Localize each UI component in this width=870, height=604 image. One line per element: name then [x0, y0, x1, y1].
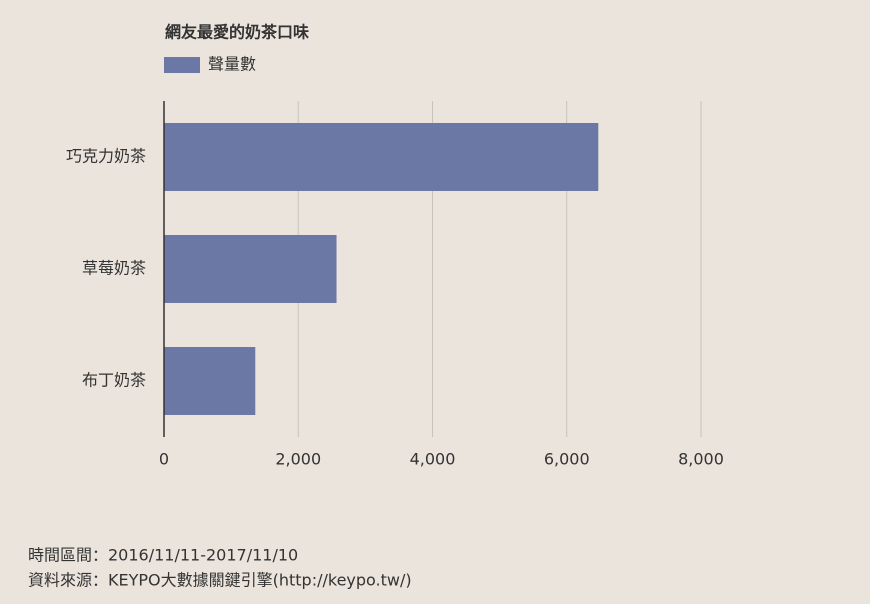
x-tick-label: 4,000 — [410, 450, 456, 469]
y-tick-label: 巧克力奶茶 — [66, 147, 146, 166]
x-tick-label: 6,000 — [544, 450, 590, 469]
bar — [164, 347, 256, 415]
footnote: 時間區間：2016/11/11-2017/11/10 — [28, 546, 298, 565]
x-tick-label: 0 — [159, 450, 169, 469]
chart-title: 網友最愛的奶茶口味 — [165, 23, 309, 42]
legend-swatch — [164, 57, 200, 73]
x-tick-label: 2,000 — [275, 450, 321, 469]
footnote: 資料來源：KEYPO大數據關鍵引擎(http://keypo.tw/) — [28, 571, 412, 590]
bar — [164, 123, 599, 191]
legend-label: 聲量數 — [208, 55, 256, 74]
bar — [164, 235, 337, 303]
y-tick-label: 草莓奶茶 — [82, 259, 146, 278]
y-tick-label: 布丁奶茶 — [82, 371, 146, 390]
x-tick-label: 8,000 — [678, 450, 724, 469]
